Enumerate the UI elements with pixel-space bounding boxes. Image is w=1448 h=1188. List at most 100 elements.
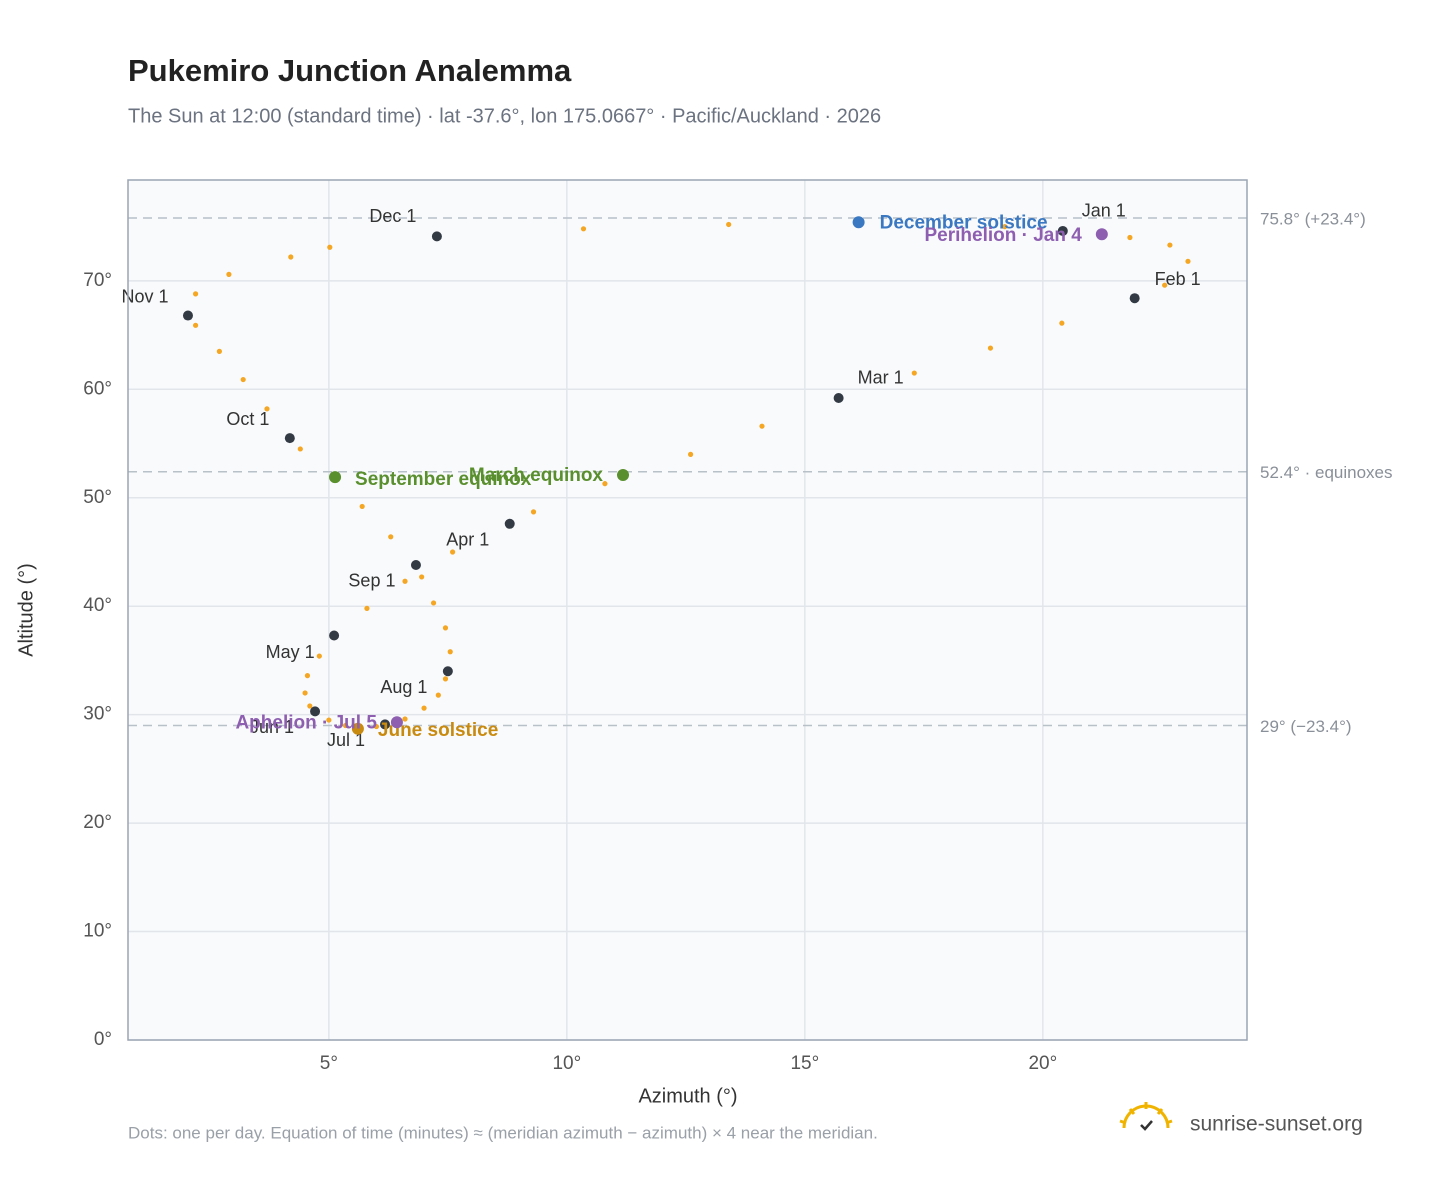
y-tick-label: 50° [83,487,112,508]
month-label: Nov 1 [121,286,168,306]
event-marker [617,468,630,481]
month-marker [833,392,844,403]
brand: sunrise-sunset.org [1190,1113,1363,1136]
month-marker [1129,293,1140,304]
month-label: Oct 1 [226,409,269,429]
month-marker [182,310,193,321]
y-tick-label: 10° [83,921,112,942]
month-marker [329,630,340,641]
day-dot [450,549,456,555]
day-dot [388,534,394,540]
month-marker [380,719,391,730]
y-tick-label: 60° [83,378,112,399]
day-dot [192,291,199,297]
day-dot [430,600,437,606]
plot-border [127,179,1248,1041]
day-dot [421,705,427,711]
day-dot [435,692,441,698]
month-marker [410,559,421,570]
reference-label: 75.8° (+23.4°) [1260,209,1366,228]
month-marker [310,706,321,717]
day-dot [373,723,380,730]
day-dot [304,673,311,679]
event-marker [852,216,865,229]
day-dot [602,481,608,487]
month-label: Apr 1 [446,530,489,550]
day-dot [911,370,917,376]
y-tick-label: 30° [83,704,112,725]
day-dot [987,345,994,351]
event-label: March equinox [469,465,604,486]
day-dot [342,722,349,729]
day-dot [1127,234,1133,241]
month-marker [504,518,515,529]
x-tick-label: 10° [552,1053,581,1074]
plot-area [128,180,1247,1040]
day-dot [192,322,199,328]
day-dot [726,221,732,228]
day-dot [216,348,222,354]
month-label: Jul 1 [327,730,365,750]
day-dot [302,690,308,696]
day-dot [759,423,765,429]
day-dot [402,578,408,584]
month-label: Jun 1 [250,717,294,737]
event-label: Perihelion · Jan 4 [925,225,1083,246]
day-dot [264,406,270,412]
day-dot [240,376,246,383]
month-marker [442,666,453,677]
x-tick-label: 15° [790,1053,819,1074]
day-dot [1167,242,1173,248]
day-dot [327,244,333,250]
day-dot [442,625,449,631]
y-axis-label: Altitude (°) [15,563,37,657]
day-dot [580,226,587,232]
event-label: December solstice [880,212,1048,233]
month-label: Sep 1 [348,571,395,591]
event-label: Aphelion · Jul 5 [235,712,377,733]
event-marker [390,716,403,729]
event-marker [329,471,342,484]
event-marker [351,722,364,735]
day-dot [364,605,370,611]
day-dot [307,703,313,709]
y-tick-label: 0° [94,1029,112,1050]
footnote: Dots: one per day. Equation of time (min… [128,1123,878,1142]
day-dot [442,676,449,682]
chart-subtitle: The Sun at 12:00 (standard time) · lat -… [128,105,881,127]
event-label: June solstice [378,720,498,741]
day-dot [402,716,408,722]
logo [1119,1102,1173,1131]
month-label: Jan 1 [1082,201,1126,221]
day-dot [530,509,537,515]
month-label: Feb 1 [1155,269,1201,289]
reference-label: 29° (−23.4°) [1260,717,1352,736]
day-dot [1185,258,1191,264]
y-tick-label: 40° [83,595,112,616]
x-tick-label: 5° [320,1053,338,1074]
y-tick-label: 20° [83,812,112,833]
x-axis-label: Azimuth (°) [638,1085,737,1107]
chart-title: Pukemiro Junction Analemma [128,53,572,88]
month-marker [284,433,295,444]
month-label: Mar 1 [858,368,904,388]
day-dot [419,574,425,580]
day-dot [1162,282,1168,288]
day-dot [297,446,303,452]
day-dot [687,451,694,457]
day-dot [326,717,332,723]
day-dot [316,653,322,659]
event-marker [1095,228,1108,241]
month-label: Dec 1 [369,206,416,226]
day-dot [447,649,453,655]
month-marker [1057,225,1068,236]
month-label: May 1 [266,642,315,662]
y-tick-label: 70° [83,270,112,291]
month-marker [431,231,442,242]
day-dot [1059,320,1065,326]
reference-label: 52.4° · equinoxes [1260,463,1393,482]
day-dot [1002,224,1008,230]
event-label: September equinox [355,469,532,490]
month-label: Aug 1 [380,677,427,697]
